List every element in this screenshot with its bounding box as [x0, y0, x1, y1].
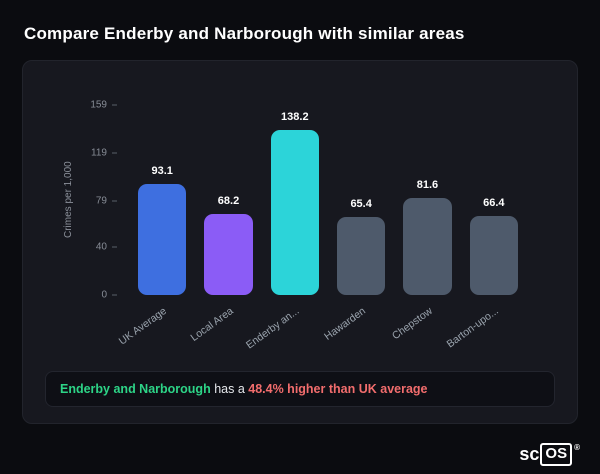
- y-tick-label: 159: [90, 100, 117, 111]
- bar-value-label: 66.4: [483, 196, 505, 209]
- summary-connector: has a: [214, 382, 245, 396]
- page-title: Compare Enderby and Narborough with simi…: [24, 24, 465, 43]
- y-tick-label: 40: [96, 242, 117, 253]
- x-axis-label: Local Area: [188, 305, 236, 344]
- bar-value-label: 68.2: [217, 194, 240, 207]
- bar-chart: Crimes per 1,000 93.1 UK Average 68.2 Local…: [45, 100, 555, 367]
- bar-group: 66.4 Barton-upo...: [445, 105, 518, 350]
- registered-mark: ®: [574, 443, 580, 453]
- bar-value-label: 65.4: [350, 197, 372, 210]
- bar-value-label: 93.1: [151, 164, 173, 177]
- page: Compare Enderby and Narborough with simi…: [0, 24, 600, 466]
- bar-group: 138.2 Enderby an...: [244, 105, 319, 351]
- bar-group: 68.2 Local Area: [188, 105, 253, 344]
- x-axis-label: Hawarden: [322, 305, 369, 343]
- logo-prefix: sc: [519, 444, 540, 465]
- bar[interactable]: [138, 183, 187, 295]
- y-tick-label: 79: [96, 195, 117, 206]
- summary-banner: Enderby and Narborough has a 48.4% highe…: [45, 371, 555, 408]
- y-tick-label: 0: [101, 290, 117, 301]
- x-axis-label: Barton-upo...: [444, 305, 501, 351]
- chart-card: Crimes per 1,000 93.1 UK Average 68.2 Local…: [22, 60, 578, 425]
- summary-subject: Enderby and Narborough: [60, 382, 211, 396]
- x-axis-label: UK Average: [116, 305, 170, 348]
- bar-group: 65.4 Hawarden: [322, 105, 386, 343]
- plot-area: 93.1 UK Average 68.2 Local Area 138.2 Enderby…: [90, 100, 527, 351]
- bar[interactable]: [403, 197, 452, 295]
- bar-group: 81.6 Chepstow: [390, 105, 452, 342]
- bar[interactable]: [469, 215, 518, 295]
- y-tick-label: 119: [91, 147, 117, 158]
- y-axis-title: Crimes per 1,000: [63, 161, 74, 239]
- bar[interactable]: [204, 213, 253, 295]
- bars: 93.1 UK Average 68.2 Local Area 138.2 Enderby…: [117, 105, 527, 351]
- bar[interactable]: [270, 129, 319, 295]
- summary-stat: 48.4% higher than UK average: [248, 382, 428, 396]
- bar[interactable]: [336, 216, 386, 295]
- x-axis-label: Enderby an...: [244, 305, 302, 352]
- x-axis-label: Chepstow: [389, 305, 435, 343]
- logo-box: OS: [540, 443, 573, 466]
- scos-logo: sc OS ®: [519, 443, 580, 466]
- bar-group: 93.1 UK Average: [117, 105, 187, 348]
- bar-value-label: 81.6: [416, 178, 439, 191]
- bar-value-label: 138.2: [281, 110, 309, 123]
